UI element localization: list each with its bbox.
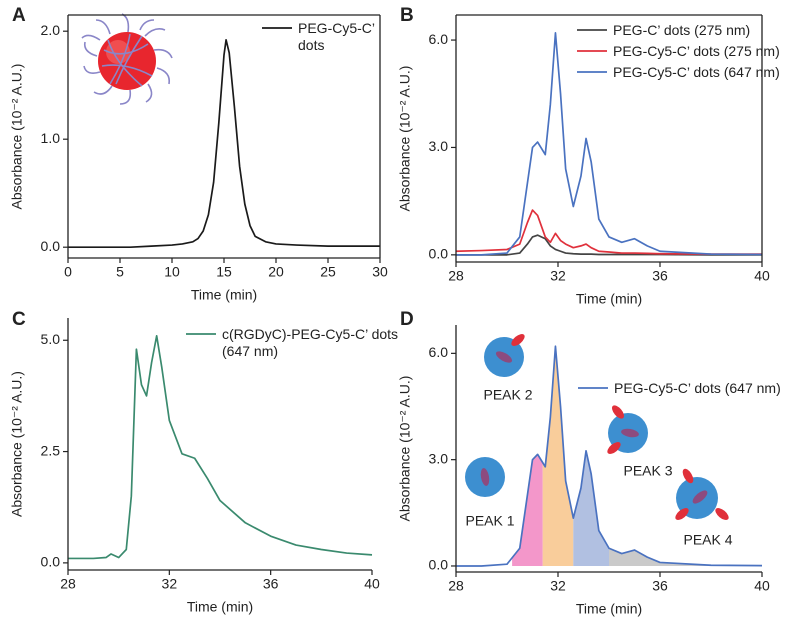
x-tick-label: 36 xyxy=(652,578,668,594)
x-axis-title: Time (min) xyxy=(187,599,253,615)
y-tick-label: 3.0 xyxy=(429,138,449,154)
data-line xyxy=(455,209,762,255)
legend-entry: PEG-Cy5-C’ dots (647 nm) xyxy=(614,380,781,396)
x-axis-title: Time (min) xyxy=(576,291,642,307)
x-tick-label: 36 xyxy=(652,268,668,284)
peak-label: PEAK 2 xyxy=(483,387,532,403)
x-tick-label: 5 xyxy=(116,264,124,280)
x-tick-label: 30 xyxy=(372,264,388,280)
panel-letter: C xyxy=(12,309,26,330)
legend-entry: PEG-Cy5-C’ dots (647 nm) xyxy=(613,64,780,80)
y-tick-label: 6.0 xyxy=(429,344,449,360)
y-tick-label: 6.0 xyxy=(429,31,449,47)
data-line xyxy=(68,334,373,560)
peak-region xyxy=(573,450,609,566)
x-tick-label: 40 xyxy=(754,268,770,284)
data-line xyxy=(68,38,380,249)
legend-label: c(RGDyC)-PEG-Cy5-C’ dots (647 nm) xyxy=(222,326,399,359)
legend-label: PEG-Cy5-C’ dots (647 nm) xyxy=(613,64,780,80)
peak-label: PEAK 1 xyxy=(465,513,514,529)
panel-letter: A xyxy=(12,5,26,26)
legend-entry: PEG-Cy5-C’ dots xyxy=(298,20,375,53)
data-line xyxy=(456,32,763,256)
x-tick-label: 32 xyxy=(550,578,566,594)
peak-region xyxy=(542,346,574,566)
legend-label: PEG-Cy5-C’ dots (275 nm) xyxy=(613,43,780,59)
peak-label: PEAK 4 xyxy=(683,532,732,548)
y-tick-label: 5.0 xyxy=(41,331,61,347)
x-tick-label: 25 xyxy=(320,264,336,280)
particle-icons xyxy=(465,334,729,520)
y-axis-title: Absorbance (10⁻² A.U.) xyxy=(9,64,25,210)
x-tick-label: 40 xyxy=(364,576,380,592)
x-tick-label: 32 xyxy=(162,576,178,592)
y-axis-title: Absorbance (10⁻² A.U.) xyxy=(397,66,413,212)
x-tick-label: 10 xyxy=(164,264,180,280)
x-tick-label: 28 xyxy=(448,578,464,594)
panel-letter: D xyxy=(400,309,414,330)
y-tick-label: 0.0 xyxy=(41,238,61,254)
y-tick-label: 2.5 xyxy=(41,442,61,458)
peak-label: PEAK 3 xyxy=(623,463,672,479)
y-axis-title: Absorbance (10⁻² A.U.) xyxy=(9,371,25,517)
y-tick-label: 3.0 xyxy=(429,450,449,466)
peak-region xyxy=(512,454,543,566)
legend-label: PEG-C’ dots (275 nm) xyxy=(613,22,751,38)
legend-label: PEG-Cy5-C’ dots xyxy=(298,20,375,53)
panel-letter: B xyxy=(400,5,414,26)
x-tick-label: 20 xyxy=(268,264,284,280)
legend-entry: c(RGDyC)-PEG-Cy5-C’ dots (647 nm) xyxy=(222,326,399,359)
y-tick-label: 1.0 xyxy=(41,130,61,146)
legend-label: PEG-Cy5-C’ dots (647 nm) xyxy=(614,380,781,396)
y-tick-label: 0.0 xyxy=(429,557,449,573)
x-tick-label: 28 xyxy=(60,576,76,592)
x-axis-title: Time (min) xyxy=(191,287,257,303)
y-tick-label: 2.0 xyxy=(41,22,61,38)
legend-entry: PEG-Cy5-C’ dots (275 nm) xyxy=(613,43,780,59)
nanoparticle-illustration xyxy=(81,13,173,105)
x-tick-label: 28 xyxy=(448,268,464,284)
x-tick-label: 40 xyxy=(754,578,770,594)
y-axis-title: Absorbance (10⁻² A.U.) xyxy=(397,376,413,522)
x-tick-label: 36 xyxy=(263,576,279,592)
data-line xyxy=(456,234,762,256)
peak-region xyxy=(609,548,762,566)
x-tick-label: 0 xyxy=(64,264,72,280)
x-tick-label: 15 xyxy=(216,264,232,280)
x-axis-title: Time (min) xyxy=(576,601,642,617)
y-tick-label: 0.0 xyxy=(429,246,449,262)
x-tick-label: 32 xyxy=(550,268,566,284)
legend-entry: PEG-C’ dots (275 nm) xyxy=(613,22,751,38)
y-tick-label: 0.0 xyxy=(41,554,61,570)
data-line xyxy=(456,345,763,567)
